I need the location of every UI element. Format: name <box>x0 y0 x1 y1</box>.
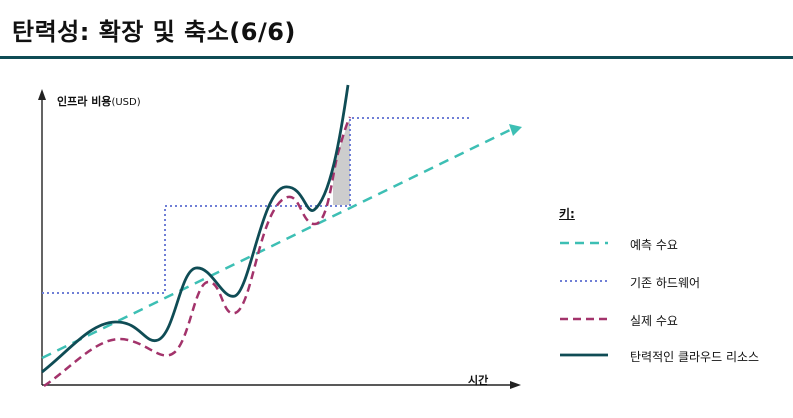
forecast-demand-arrow <box>509 124 522 136</box>
y-axis-title: 인프라 비용 <box>57 95 112 108</box>
y-axis-arrow <box>38 89 46 100</box>
y-axis-unit: (USD) <box>111 97 141 108</box>
legend-item-legacy-hardware: 기존 하드웨어 <box>560 272 790 292</box>
x-axis-arrow <box>510 381 521 389</box>
legend-label-elastic-resources: 탄력적인 클라우드 리소스 <box>630 350 760 364</box>
forecast-demand-line <box>41 128 511 360</box>
y-axis-label: 인프라 비용(USD) <box>57 93 141 109</box>
title-divider <box>0 56 793 59</box>
elastic-resources-line <box>41 84 350 374</box>
legend-swatch-elastic-resources <box>560 353 608 357</box>
legend-title: 키: <box>559 207 575 221</box>
legend-item-actual-demand: 실제 수요 <box>560 310 790 330</box>
x-axis-label: 시간 <box>468 374 489 387</box>
unmet-demand-gap <box>333 117 350 205</box>
legend-swatch-actual-demand <box>560 317 608 321</box>
legend-swatch-forecast-demand <box>560 241 608 245</box>
legend-item-elastic-resources: 탄력적인 클라우드 리소스 <box>560 346 790 366</box>
legend-label-legacy-hardware: 기존 하드웨어 <box>630 276 701 290</box>
legend-swatch-legacy-hardware <box>560 280 608 282</box>
legacy-hardware-line <box>42 117 470 294</box>
legend-label-forecast-demand: 예측 수요 <box>630 238 678 252</box>
legend-label-actual-demand: 실제 수요 <box>630 314 678 328</box>
page-title: 탄력성: 확장 및 축소(6/6) <box>12 18 296 46</box>
legend-item-forecast-demand: 예측 수요 <box>560 234 790 254</box>
actual-demand-line <box>43 116 352 388</box>
